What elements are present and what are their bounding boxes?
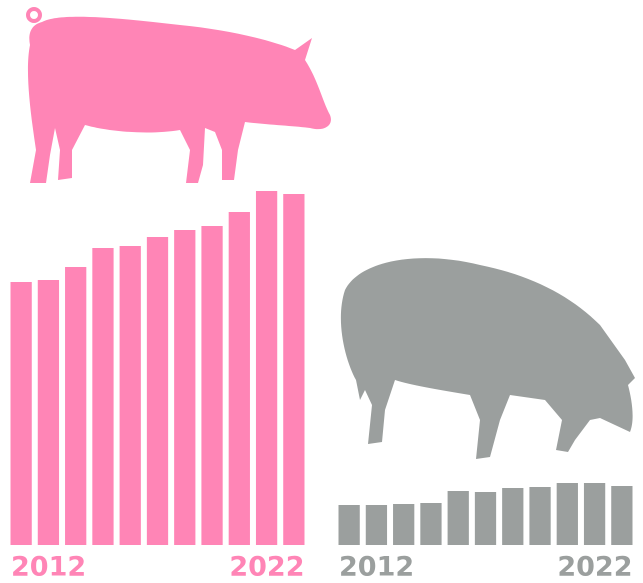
pig-tail	[26, 7, 42, 23]
bar	[201, 226, 223, 545]
bar	[65, 267, 87, 545]
bar	[583, 483, 606, 545]
x-tick-label: 2022	[557, 552, 632, 583]
bar	[447, 491, 469, 545]
bar	[556, 483, 578, 545]
x-tick-label: 2022	[229, 552, 304, 583]
bar	[174, 230, 196, 545]
bar	[502, 488, 524, 545]
bar	[611, 486, 633, 545]
bar	[283, 194, 305, 545]
bar	[146, 237, 169, 545]
bar	[474, 492, 497, 545]
bar	[255, 191, 278, 545]
bar	[228, 212, 250, 545]
pink-pig	[26, 7, 331, 184]
bar	[529, 487, 551, 545]
x-tick-label: 2012	[339, 552, 414, 583]
bar	[338, 505, 360, 545]
bar	[365, 505, 388, 545]
bar	[37, 280, 60, 545]
x-tick-label: 2012	[11, 552, 86, 583]
gray-pig	[340, 258, 635, 459]
bar	[420, 503, 442, 545]
bar	[10, 282, 32, 545]
bar	[92, 248, 114, 545]
pig-silhouette	[340, 258, 635, 459]
pig-silhouette	[27, 16, 331, 184]
bar	[393, 504, 415, 545]
bar	[119, 246, 141, 545]
